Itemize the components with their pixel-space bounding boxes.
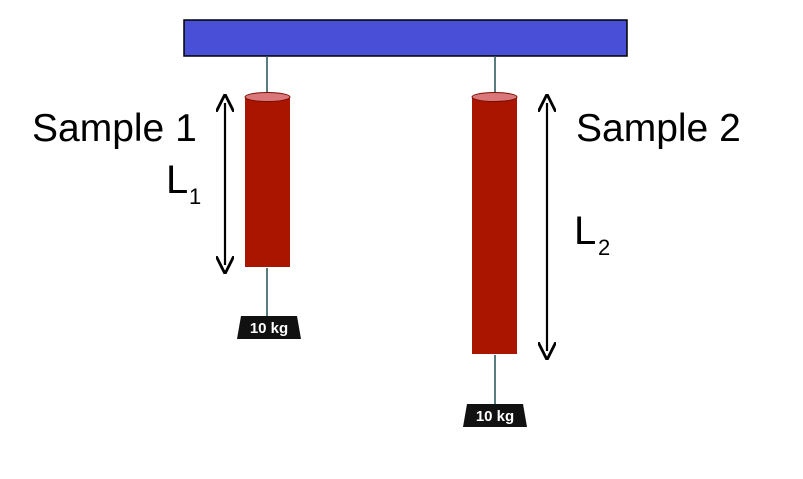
support-beam (183, 19, 628, 57)
sample-1-rod-top (244, 92, 291, 102)
sample-1-weight-label: 10 kg (250, 320, 288, 337)
sample-2-weight-label: 10 kg (476, 408, 514, 425)
sample-2-rod (472, 97, 517, 354)
sample-1-length-subscript: 1 (189, 184, 201, 209)
sample-2-label: Sample 2 (576, 107, 741, 150)
sample-2-assembly: 10 kg Sample 2 L 2 (463, 56, 741, 427)
sample-2-length-subscript: 2 (598, 235, 610, 260)
sample-1-label: Sample 1 (32, 107, 197, 150)
sample-1-rod (245, 97, 290, 267)
sample-1-length-label: L (166, 158, 188, 202)
sample-1-weight (237, 316, 301, 339)
sample-2-rod-top (471, 92, 518, 102)
sample-2-length-label: L (574, 209, 596, 253)
sample-2-weight (463, 404, 527, 427)
sample-1-assembly: 10 kg Sample 1 L 1 (32, 56, 301, 339)
